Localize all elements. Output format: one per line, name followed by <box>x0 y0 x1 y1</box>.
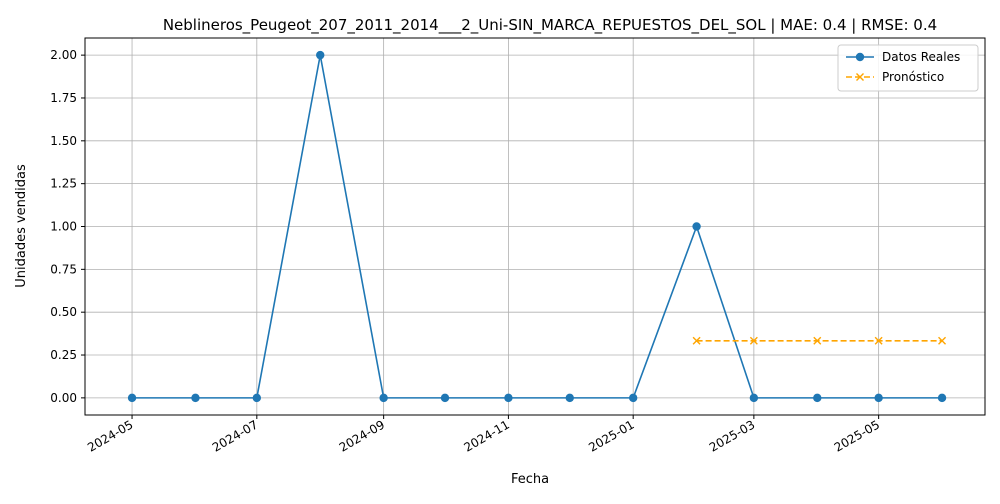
marker-stroke <box>692 336 701 345</box>
data-point <box>440 393 450 403</box>
series-line-1 <box>132 54 943 399</box>
data-point <box>252 393 262 403</box>
x-tick-label: 2024-05 <box>85 417 135 454</box>
y-tick-label: 1.00 <box>50 220 77 234</box>
y-tick-label: 0.25 <box>50 348 77 362</box>
data-point <box>874 393 883 403</box>
chart-title: Neblineros_Peugeot_207_2011_2014___2_Uni… <box>163 16 937 35</box>
data-point <box>316 50 325 60</box>
legend-marker <box>855 52 865 62</box>
data-point <box>565 393 574 403</box>
legend-label: Pronóstico <box>882 70 944 84</box>
marker-stroke <box>749 336 758 345</box>
x-tick-label: 2025-05 <box>832 417 882 454</box>
y-tick-label: 0.75 <box>50 262 77 276</box>
y-tick-label: 2.00 <box>50 48 77 62</box>
x-tick-label: 2024-07 <box>210 417 260 454</box>
data-point <box>692 222 701 231</box>
marker-stroke <box>813 336 822 345</box>
forecast-point <box>692 336 701 345</box>
data-point <box>813 393 822 403</box>
marker-stroke <box>938 336 947 345</box>
legend-marker <box>856 73 864 81</box>
y-tick-label: 1.75 <box>50 91 77 105</box>
forecast-point <box>813 336 822 345</box>
data-point <box>504 393 513 403</box>
y-tick-label: 1.50 <box>50 134 77 148</box>
marker-stroke <box>874 336 883 345</box>
y-tick-label: 0.00 <box>50 391 77 405</box>
legend: Datos Reales Pronóstico <box>837 44 979 92</box>
forecast-point <box>749 336 758 345</box>
x-tick-label: 2025-03 <box>707 417 757 454</box>
data-point <box>127 393 137 403</box>
x-tick-label: 2025-01 <box>586 417 636 454</box>
y-tick-label: 1.25 <box>50 177 77 191</box>
forecast-point <box>874 336 883 345</box>
forecast-point <box>938 336 947 345</box>
y-tick-label: 0.50 <box>50 305 77 319</box>
data-point <box>937 393 947 403</box>
x-tick-label: 2024-11 <box>461 417 511 454</box>
legend-label: Datos Reales <box>882 50 960 64</box>
x-axis-label: Fecha <box>511 472 549 487</box>
data-point <box>379 393 388 403</box>
y-axis-label: Unidades vendidas <box>14 164 29 288</box>
data-point <box>749 393 759 403</box>
data-point <box>628 393 638 403</box>
x-tick-label: 2024-09 <box>337 417 387 454</box>
data-point <box>191 393 200 403</box>
